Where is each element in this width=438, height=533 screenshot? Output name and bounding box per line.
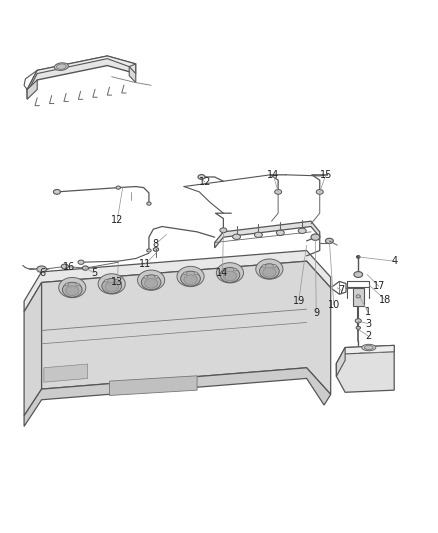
Text: 6: 6 [40, 268, 46, 278]
Ellipse shape [138, 270, 165, 290]
Ellipse shape [155, 276, 158, 278]
Ellipse shape [259, 264, 279, 279]
Text: 5: 5 [91, 268, 97, 278]
Ellipse shape [82, 266, 88, 270]
Ellipse shape [273, 264, 276, 267]
Text: 16: 16 [63, 262, 75, 271]
Text: 11: 11 [139, 259, 152, 269]
Ellipse shape [184, 275, 197, 285]
Ellipse shape [316, 189, 323, 195]
Ellipse shape [98, 274, 125, 294]
Ellipse shape [153, 247, 159, 251]
Polygon shape [27, 80, 37, 99]
Text: 8: 8 [152, 239, 159, 249]
Ellipse shape [223, 271, 237, 281]
Ellipse shape [180, 271, 200, 286]
Polygon shape [24, 368, 331, 426]
Ellipse shape [61, 264, 68, 269]
Ellipse shape [177, 266, 204, 287]
Polygon shape [44, 364, 88, 382]
Text: 12: 12 [111, 215, 124, 224]
Ellipse shape [63, 282, 82, 297]
Ellipse shape [357, 256, 360, 258]
Polygon shape [24, 251, 331, 312]
Text: 15: 15 [320, 170, 332, 180]
Ellipse shape [198, 174, 205, 179]
Text: 10: 10 [328, 300, 340, 310]
Polygon shape [129, 67, 136, 83]
Ellipse shape [233, 234, 240, 239]
Text: 7: 7 [339, 286, 345, 295]
Ellipse shape [311, 234, 320, 240]
Text: 14: 14 [267, 170, 279, 180]
Ellipse shape [362, 344, 376, 351]
Text: 17: 17 [373, 281, 385, 291]
Ellipse shape [54, 63, 68, 70]
Ellipse shape [115, 279, 119, 282]
Ellipse shape [66, 286, 79, 296]
Ellipse shape [53, 189, 60, 195]
Polygon shape [215, 221, 320, 248]
Polygon shape [336, 345, 394, 392]
Ellipse shape [298, 228, 306, 233]
Ellipse shape [102, 279, 121, 294]
Ellipse shape [116, 186, 120, 189]
Ellipse shape [220, 268, 240, 282]
Ellipse shape [263, 268, 276, 277]
Ellipse shape [194, 272, 198, 274]
Ellipse shape [325, 238, 333, 244]
Ellipse shape [276, 230, 284, 236]
Polygon shape [24, 282, 42, 416]
Text: 18: 18 [379, 295, 392, 305]
Text: 14: 14 [216, 269, 229, 278]
Ellipse shape [216, 263, 244, 283]
Ellipse shape [105, 279, 108, 282]
Text: 2: 2 [365, 331, 371, 341]
Ellipse shape [141, 275, 161, 290]
Ellipse shape [355, 319, 361, 323]
Polygon shape [27, 56, 136, 93]
Polygon shape [336, 345, 394, 370]
Text: 12: 12 [199, 177, 211, 187]
Ellipse shape [262, 264, 266, 267]
Ellipse shape [147, 249, 151, 252]
Polygon shape [42, 261, 331, 394]
Text: 3: 3 [365, 319, 371, 328]
Ellipse shape [356, 326, 360, 329]
Text: 1: 1 [365, 307, 371, 317]
Polygon shape [336, 348, 345, 376]
Text: 4: 4 [391, 256, 397, 266]
Polygon shape [110, 376, 197, 395]
Ellipse shape [354, 271, 363, 277]
Ellipse shape [233, 268, 237, 271]
Ellipse shape [147, 202, 151, 205]
Ellipse shape [223, 268, 226, 271]
Ellipse shape [59, 278, 86, 298]
Ellipse shape [256, 259, 283, 279]
Ellipse shape [78, 260, 84, 264]
Text: 9: 9 [313, 308, 319, 318]
Ellipse shape [57, 64, 66, 69]
Ellipse shape [105, 282, 118, 292]
Ellipse shape [364, 345, 373, 350]
Ellipse shape [184, 272, 187, 274]
Ellipse shape [65, 283, 69, 286]
Ellipse shape [37, 266, 46, 272]
Ellipse shape [145, 279, 158, 288]
Ellipse shape [254, 232, 262, 238]
Ellipse shape [275, 189, 282, 195]
Ellipse shape [144, 276, 148, 278]
Ellipse shape [220, 228, 227, 233]
Polygon shape [353, 288, 364, 306]
Text: 19: 19 [293, 296, 305, 305]
Polygon shape [27, 56, 136, 99]
Ellipse shape [76, 283, 79, 286]
Text: 13: 13 [111, 278, 124, 287]
Ellipse shape [356, 295, 360, 298]
